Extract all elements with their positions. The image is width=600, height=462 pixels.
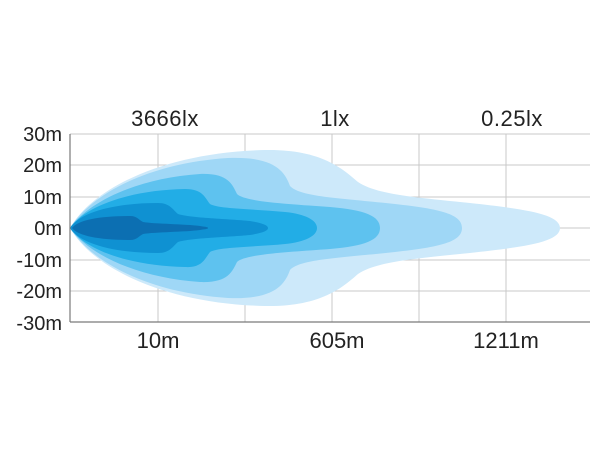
y-tick-label: 20m	[23, 155, 62, 177]
beam-contours	[70, 149, 560, 307]
y-axis-ticks: 30m 20m 10m 0m -10m -20m -30m	[16, 124, 62, 335]
y-tick-label: -30m	[16, 313, 62, 335]
y-tick-label: 30m	[23, 124, 62, 146]
lux-label: 1lx	[320, 106, 350, 131]
y-tick-label: 0m	[34, 218, 62, 240]
y-tick-label: 10m	[23, 187, 62, 209]
x-axis-ticks: 10m 605m 1211m	[137, 328, 539, 353]
x-tick-label: 605m	[309, 328, 364, 353]
y-tick-label: -20m	[16, 281, 62, 303]
lux-label: 0.25lx	[481, 106, 543, 131]
x-tick-label: 1211m	[473, 328, 539, 353]
y-tick-label: -10m	[16, 250, 62, 272]
lux-label: 3666lx	[131, 106, 199, 131]
x-tick-label: 10m	[137, 328, 180, 353]
contour-level-6	[72, 216, 208, 240]
lux-labels: 3666lx 1lx 0.25lx	[131, 106, 543, 131]
